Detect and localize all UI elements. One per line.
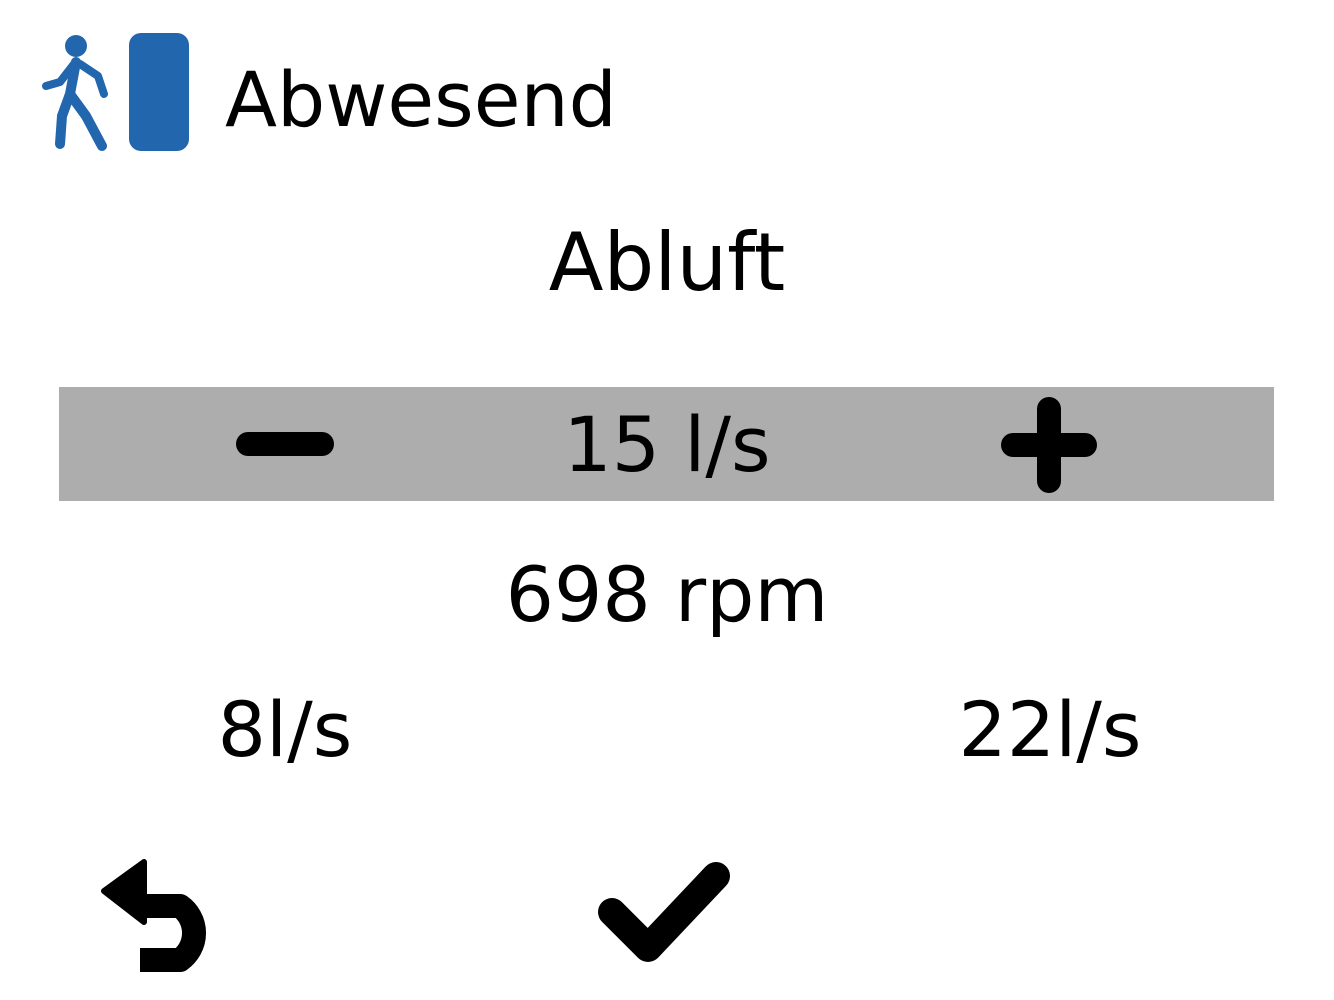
checkmark-icon[interactable] (598, 862, 732, 964)
status-label: Abwesend (225, 55, 617, 144)
range-min: 8l/s (217, 685, 353, 774)
fan-speed: 698 rpm (505, 550, 829, 639)
setpoint-value: 15 l/s (563, 400, 771, 489)
range-max: 22l/s (958, 685, 1142, 774)
away-status-icon (42, 33, 189, 151)
back-arrow-icon[interactable] (100, 858, 240, 973)
minus-icon[interactable] (236, 432, 334, 456)
page-title: Abluft (548, 216, 786, 309)
plus-icon[interactable] (1001, 397, 1097, 493)
